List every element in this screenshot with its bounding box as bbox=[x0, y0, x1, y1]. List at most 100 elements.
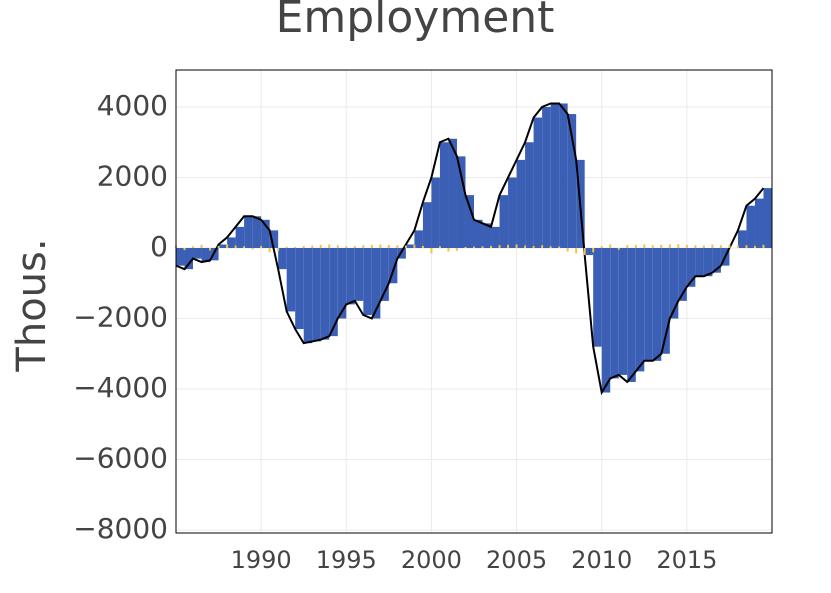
bar bbox=[618, 248, 628, 375]
bar bbox=[559, 103, 568, 249]
bar bbox=[627, 248, 636, 382]
bar bbox=[533, 117, 543, 249]
x-tick-label: 2015 bbox=[656, 546, 717, 574]
x-tick-label: 2005 bbox=[486, 546, 547, 574]
bar bbox=[516, 159, 526, 249]
bar bbox=[269, 230, 279, 249]
bar bbox=[702, 245, 705, 249]
bar bbox=[652, 248, 662, 361]
bar bbox=[438, 246, 441, 249]
bar bbox=[277, 248, 280, 251]
x-tick-label: 2010 bbox=[571, 546, 632, 574]
y-tick-label: −6000 bbox=[73, 442, 168, 475]
bar bbox=[268, 248, 271, 253]
bar bbox=[295, 248, 304, 330]
bar bbox=[337, 248, 347, 319]
bar bbox=[481, 246, 484, 249]
bar bbox=[422, 202, 432, 249]
bar bbox=[448, 138, 457, 249]
bar bbox=[447, 248, 450, 252]
bar bbox=[719, 245, 722, 249]
bar bbox=[431, 177, 440, 249]
bar bbox=[558, 246, 561, 249]
bar bbox=[260, 245, 263, 249]
bar bbox=[193, 248, 202, 259]
bar bbox=[575, 248, 578, 254]
y-tick-label: −2000 bbox=[73, 301, 168, 334]
bar bbox=[669, 248, 679, 319]
bar bbox=[244, 216, 253, 249]
bar bbox=[661, 248, 670, 354]
bar bbox=[227, 237, 236, 249]
bar bbox=[542, 107, 551, 249]
bar bbox=[328, 244, 331, 249]
bar bbox=[252, 216, 262, 249]
bar bbox=[694, 245, 697, 249]
y-tick-label: 2000 bbox=[97, 160, 168, 193]
bar bbox=[312, 248, 321, 342]
bar bbox=[643, 244, 646, 249]
plot-frame bbox=[175, 69, 773, 534]
bar bbox=[532, 245, 535, 249]
bar bbox=[550, 103, 560, 249]
bar bbox=[329, 248, 338, 337]
bar bbox=[762, 244, 765, 249]
bar bbox=[601, 248, 611, 393]
bar bbox=[508, 177, 517, 249]
bar bbox=[370, 244, 373, 249]
bar bbox=[234, 245, 237, 249]
bar bbox=[421, 245, 424, 249]
bar bbox=[566, 248, 569, 252]
bar bbox=[754, 198, 764, 249]
bar bbox=[380, 248, 389, 301]
bar bbox=[371, 248, 381, 319]
bar bbox=[286, 248, 296, 312]
bar bbox=[235, 226, 245, 249]
bar bbox=[396, 245, 399, 249]
bar bbox=[736, 245, 739, 249]
bar bbox=[524, 245, 527, 249]
bar bbox=[388, 248, 398, 284]
bar bbox=[515, 244, 518, 249]
bar bbox=[685, 244, 688, 249]
bar bbox=[302, 245, 305, 249]
y-tick-label: 4000 bbox=[97, 89, 168, 122]
bar bbox=[753, 245, 756, 249]
bar bbox=[635, 248, 645, 372]
bar bbox=[482, 223, 492, 249]
bar bbox=[677, 244, 680, 249]
bar bbox=[362, 245, 365, 249]
bar bbox=[176, 248, 185, 266]
x-tick-label: 1995 bbox=[316, 546, 377, 574]
bar bbox=[183, 248, 186, 251]
bar bbox=[303, 248, 313, 344]
bar bbox=[363, 248, 372, 315]
bar bbox=[354, 248, 364, 301]
bar bbox=[184, 248, 194, 270]
bar bbox=[644, 248, 653, 361]
x-tick-label: 2000 bbox=[401, 546, 462, 574]
bar bbox=[320, 248, 330, 340]
bar bbox=[439, 142, 449, 249]
bar bbox=[737, 230, 747, 249]
bar bbox=[294, 246, 297, 249]
bar bbox=[490, 245, 493, 249]
bar bbox=[711, 244, 714, 249]
bar bbox=[763, 188, 772, 249]
bar bbox=[353, 245, 356, 249]
bar bbox=[311, 245, 314, 249]
bar bbox=[473, 246, 475, 249]
bar bbox=[200, 244, 203, 249]
chart-title: Employment bbox=[276, 0, 555, 43]
bar bbox=[745, 245, 748, 249]
bar bbox=[567, 114, 577, 249]
bar bbox=[651, 245, 654, 249]
bar bbox=[413, 244, 416, 249]
bar bbox=[541, 245, 544, 249]
bar bbox=[405, 244, 415, 249]
bar bbox=[474, 219, 483, 249]
bar bbox=[610, 248, 619, 379]
bar bbox=[217, 245, 220, 249]
bar bbox=[660, 244, 663, 249]
